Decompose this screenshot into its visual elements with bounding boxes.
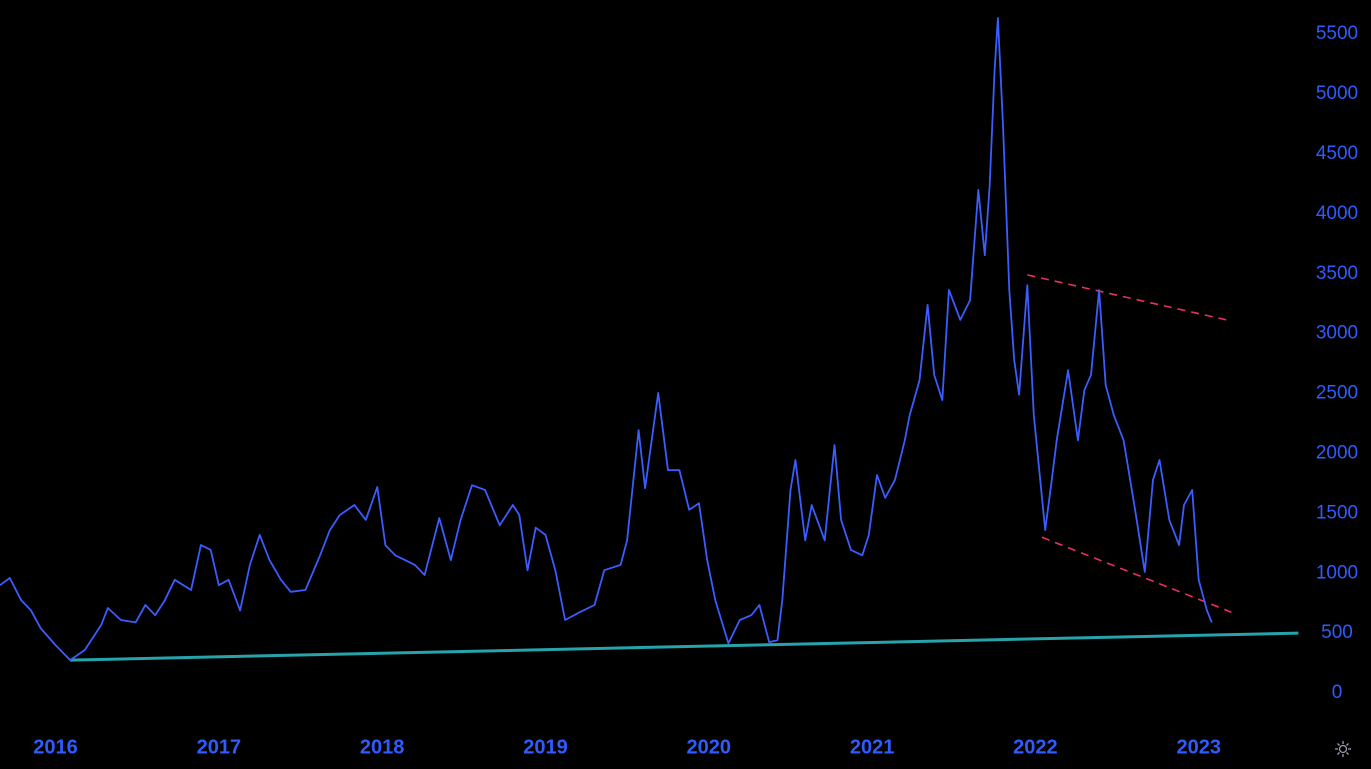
x-tick-label: 2017 — [197, 736, 242, 758]
x-tick-label: 2016 — [33, 736, 78, 758]
y-tick-label: 1500 — [1316, 502, 1358, 523]
y-tick-label: 4000 — [1316, 203, 1358, 224]
channel-line — [1041, 536, 1232, 613]
y-tick-label: 5500 — [1316, 23, 1358, 44]
channel-line — [1027, 274, 1227, 321]
x-tick-label: 2020 — [687, 736, 732, 758]
x-tick-label: 2018 — [360, 736, 405, 758]
y-tick-label: 3500 — [1316, 263, 1358, 284]
settings-icon[interactable] — [1335, 741, 1351, 757]
y-tick-label: 1000 — [1316, 562, 1358, 583]
x-tick-label: 2021 — [850, 736, 895, 758]
y-tick-label: 3000 — [1316, 323, 1358, 344]
y-tick-label: 0 — [1332, 682, 1343, 703]
price-line — [0, 17, 1213, 661]
y-tick-label: 5000 — [1316, 83, 1358, 104]
y-tick-label: 4500 — [1316, 143, 1358, 164]
y-tick-label: 2000 — [1316, 442, 1358, 463]
y-tick-label: 500 — [1321, 622, 1353, 643]
x-tick-label: 2023 — [1176, 736, 1221, 758]
x-tick-label: 2022 — [1013, 736, 1058, 758]
y-tick-label: 2500 — [1316, 383, 1358, 404]
support-line — [70, 631, 1299, 662]
x-tick-label: 2019 — [523, 736, 568, 758]
